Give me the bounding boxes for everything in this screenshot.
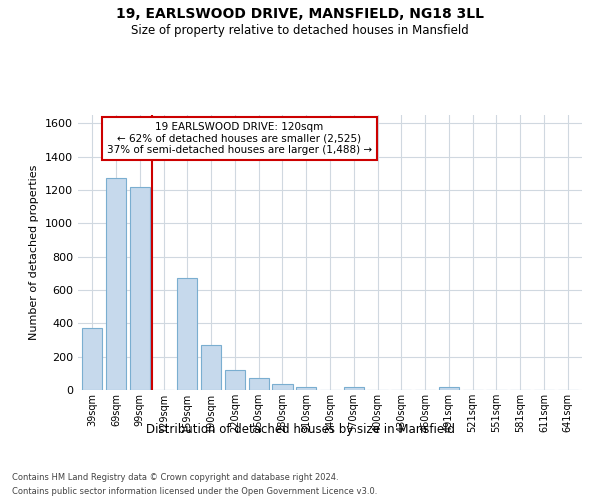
Text: Contains HM Land Registry data © Crown copyright and database right 2024.: Contains HM Land Registry data © Crown c…	[12, 472, 338, 482]
Bar	[201, 345, 221, 390]
Bar	[130, 186, 150, 390]
Bar	[344, 386, 364, 390]
Text: Size of property relative to detached houses in Mansfield: Size of property relative to detached ho…	[131, 24, 469, 37]
Bar	[248, 378, 269, 390]
Bar	[82, 328, 103, 390]
Text: 19 EARLSWOOD DRIVE: 120sqm
← 62% of detached houses are smaller (2,525)
37% of s: 19 EARLSWOOD DRIVE: 120sqm ← 62% of deta…	[107, 122, 372, 155]
Bar	[177, 278, 197, 390]
Text: Contains public sector information licensed under the Open Government Licence v3: Contains public sector information licen…	[12, 488, 377, 496]
Text: Distribution of detached houses by size in Mansfield: Distribution of detached houses by size …	[146, 422, 455, 436]
Text: 19, EARLSWOOD DRIVE, MANSFIELD, NG18 3LL: 19, EARLSWOOD DRIVE, MANSFIELD, NG18 3LL	[116, 8, 484, 22]
Bar	[272, 384, 293, 390]
Bar	[106, 178, 126, 390]
Bar	[439, 386, 459, 390]
Y-axis label: Number of detached properties: Number of detached properties	[29, 165, 40, 340]
Bar	[296, 386, 316, 390]
Bar	[225, 370, 245, 390]
